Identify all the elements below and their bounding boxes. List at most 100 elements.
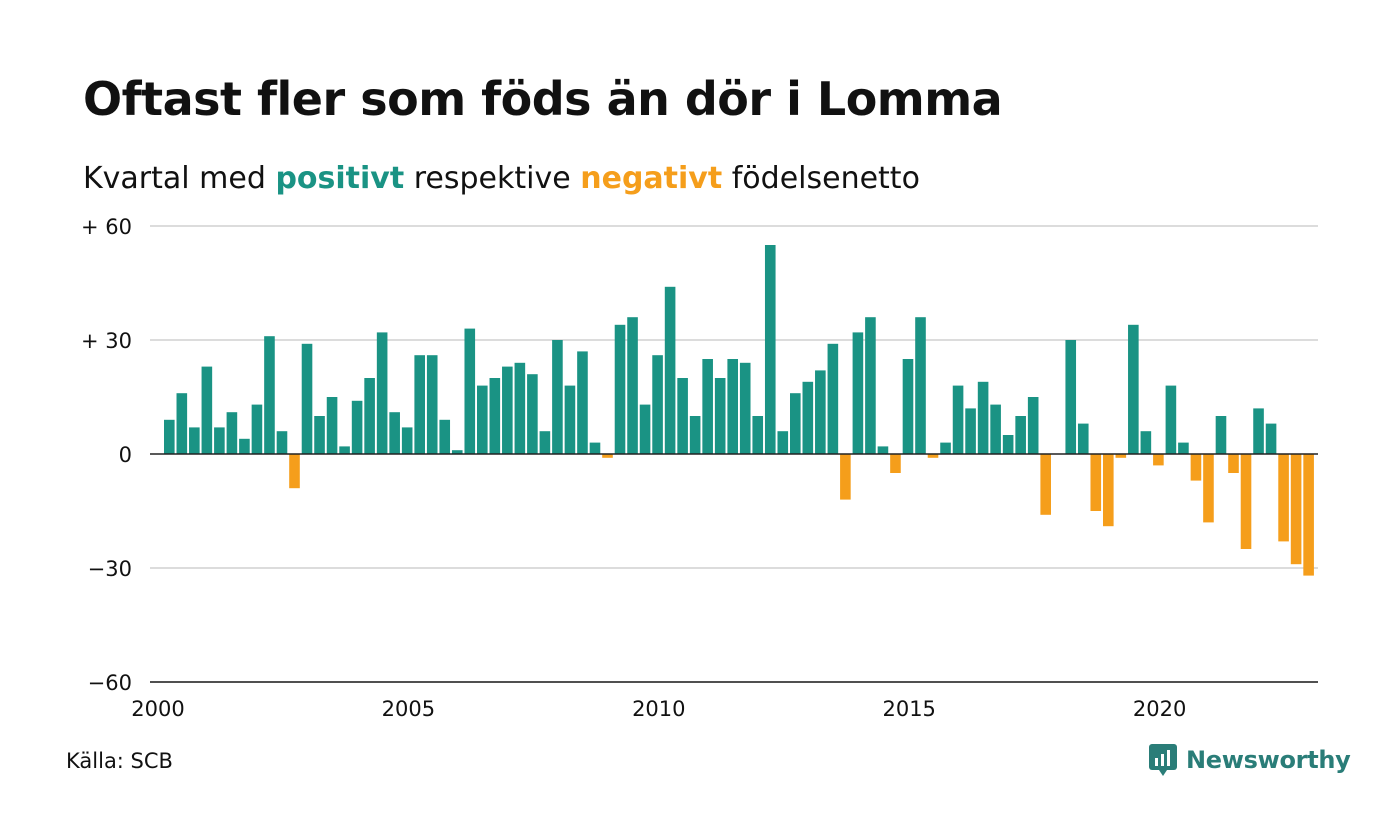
- bar: [1090, 454, 1102, 511]
- bar: [414, 355, 425, 454]
- bar: [201, 366, 213, 454]
- bar: [389, 412, 400, 454]
- bar: [1190, 454, 1202, 481]
- bar: [376, 332, 388, 454]
- bar: [401, 427, 413, 454]
- bar: [1203, 454, 1214, 523]
- bar: [502, 366, 513, 454]
- bar: [952, 385, 964, 454]
- subtitle-negative-word: negativt: [580, 161, 723, 196]
- bar: [1115, 454, 1127, 458]
- bar: [977, 381, 989, 454]
- bar: [802, 381, 814, 454]
- brand-logo: Newsworthy: [1148, 743, 1351, 777]
- y-tick-label: + 60: [81, 215, 132, 239]
- bar: [852, 332, 864, 454]
- bar: [1065, 340, 1077, 454]
- bar: [1228, 454, 1239, 473]
- y-tick-label: 0: [119, 443, 132, 467]
- source-note: Källa: SCB: [66, 749, 173, 773]
- bar: [1128, 324, 1139, 454]
- bar: [539, 431, 551, 454]
- bar: [915, 317, 926, 454]
- bar: [677, 378, 688, 454]
- bar: [164, 419, 175, 454]
- bar: [439, 419, 451, 454]
- bar: [965, 408, 976, 454]
- bar: [276, 431, 288, 454]
- bar: [1290, 454, 1302, 565]
- bar: [339, 446, 350, 454]
- bar: [1278, 454, 1289, 542]
- bar: [189, 427, 200, 454]
- bar: [1265, 423, 1277, 454]
- bar: [1002, 435, 1014, 454]
- bar: [1103, 454, 1114, 527]
- subtitle-suffix: födelsenetto: [731, 161, 920, 196]
- bar: [865, 317, 876, 454]
- bar: [351, 400, 363, 454]
- bar: [226, 412, 238, 454]
- bar: [239, 438, 250, 454]
- bar: [890, 454, 901, 473]
- bar: [214, 427, 225, 454]
- bar: [614, 324, 626, 454]
- bar: [702, 359, 713, 454]
- bar: [602, 454, 613, 458]
- bar: [1165, 385, 1177, 454]
- bar: [1027, 397, 1039, 454]
- bar: [902, 359, 914, 454]
- bar: [264, 336, 275, 454]
- bar: [477, 385, 488, 454]
- bar: [1215, 416, 1227, 454]
- bar: [1077, 423, 1089, 454]
- brand-name: Newsworthy: [1186, 746, 1351, 774]
- subtitle-prefix: Kvartal med: [83, 161, 266, 196]
- bar: [326, 397, 338, 454]
- bar: [1303, 454, 1314, 576]
- bar: [777, 431, 789, 454]
- bar: [627, 317, 638, 454]
- bar: [840, 454, 851, 500]
- bar: [564, 385, 576, 454]
- subtitle-positive-word: positivt: [275, 161, 405, 196]
- x-tick-label: 2015: [882, 697, 935, 721]
- bar: [1178, 442, 1189, 454]
- bar: [589, 442, 601, 454]
- bar: [301, 343, 313, 454]
- x-tick-label: 2020: [1133, 697, 1186, 721]
- bar: [552, 340, 563, 454]
- bar: [464, 328, 476, 454]
- bar: [1140, 431, 1152, 454]
- bar: [940, 442, 951, 454]
- bar: [577, 351, 588, 454]
- bar: [451, 450, 463, 454]
- bar: [689, 416, 701, 454]
- bar: [489, 378, 501, 454]
- bar: [815, 370, 826, 454]
- bar: [176, 393, 188, 454]
- bar: [764, 245, 776, 454]
- x-tick-label: 2005: [382, 697, 435, 721]
- x-tick-label: 2000: [131, 697, 184, 721]
- chart-subtitle: Kvartal med positivt respektive negativt…: [83, 161, 920, 196]
- bar: [752, 416, 764, 454]
- bar: [1253, 408, 1264, 454]
- bar: [514, 362, 526, 454]
- bar: [251, 404, 263, 454]
- bar: [727, 359, 738, 454]
- bar: [1153, 454, 1164, 466]
- newsworthy-logo-icon: [1149, 744, 1177, 776]
- chart-title: Oftast fler som föds än dör i Lomma: [83, 72, 1003, 126]
- bar: [714, 378, 726, 454]
- y-tick-label: −60: [88, 671, 132, 695]
- bar: [289, 454, 300, 489]
- bar: [639, 404, 651, 454]
- y-tick-label: + 30: [81, 329, 132, 353]
- bar: [527, 374, 538, 454]
- bar: [790, 393, 801, 454]
- bar: [827, 343, 839, 454]
- bar: [314, 416, 325, 454]
- bar: [652, 355, 663, 454]
